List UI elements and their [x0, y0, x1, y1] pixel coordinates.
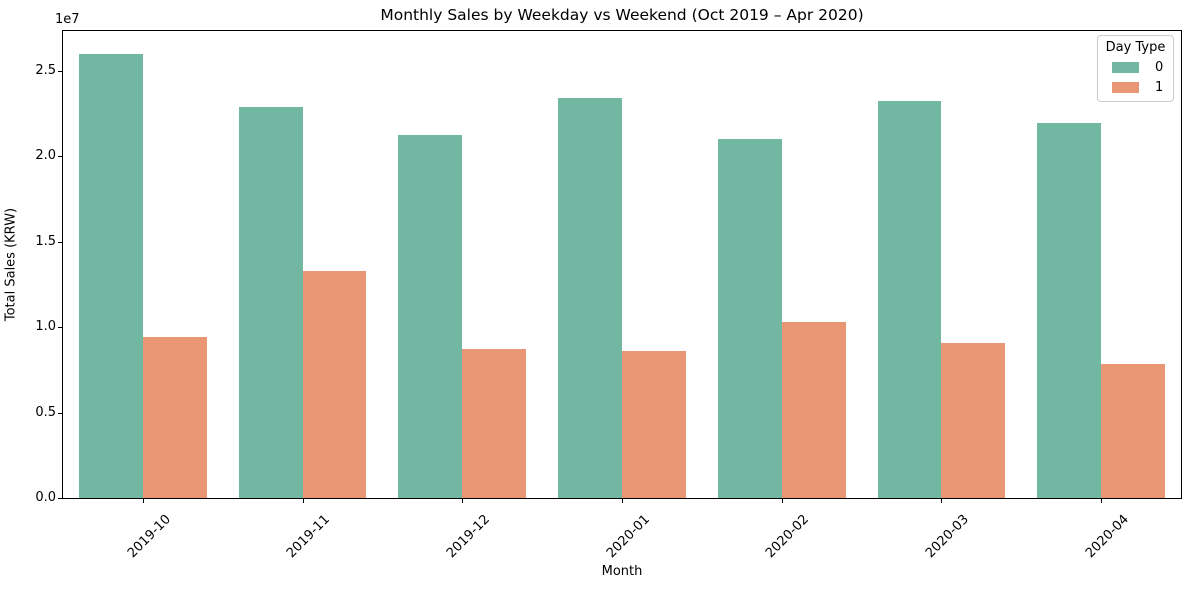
- x-tick-mark: [302, 499, 304, 503]
- legend: Day Type 0 1: [1097, 35, 1174, 102]
- y-tick-label: 1.5: [35, 233, 56, 249]
- bar-2020-03-daytype-0: [877, 101, 942, 498]
- x-tick-mark: [622, 499, 623, 503]
- chart-title: Monthly Sales by Weekday vs Weekend (Oct…: [380, 6, 864, 24]
- x-tick-label: 2020-04: [1082, 512, 1132, 562]
- bar-2020-01-daytype-0: [558, 97, 622, 498]
- y-tick-mark: [58, 327, 62, 329]
- bar-2020-04-daytype-1: [1101, 364, 1166, 498]
- x-tick-mark: [142, 499, 144, 503]
- y-tick-label: 0.5: [35, 404, 56, 420]
- x-tick-mark: [462, 499, 464, 503]
- x-tick-label: 2019-10: [124, 512, 174, 562]
- legend-swatch-daytype-0: [1112, 62, 1139, 73]
- bar-2020-04-daytype-0: [1037, 122, 1102, 498]
- y-tick-mark: [58, 70, 62, 72]
- y-tick-label: 0.0: [35, 490, 56, 505]
- bar-2019-12-daytype-1: [462, 349, 527, 498]
- bar-2020-02-daytype-1: [781, 322, 846, 498]
- bar-2019-12-daytype-0: [398, 135, 463, 498]
- legend-title: Day Type: [1105, 40, 1166, 55]
- bar-2019-11-daytype-0: [238, 107, 303, 498]
- y-tick-mark: [58, 156, 62, 158]
- x-tick-mark: [1101, 499, 1103, 503]
- y-tick-label: 1.0: [35, 319, 56, 335]
- x-tick-mark: [941, 499, 943, 503]
- bar-2020-01-daytype-1: [622, 351, 686, 498]
- y-tick-label: 2.0: [35, 148, 56, 164]
- legend-swatch-daytype-1: [1112, 82, 1139, 93]
- legend-entry: 1: [1105, 80, 1166, 95]
- x-tick-label: 2020-02: [763, 512, 813, 562]
- plot-area: [62, 30, 1182, 499]
- bar-2020-03-daytype-1: [941, 342, 1006, 498]
- x-tick-label: 2019-12: [443, 512, 493, 562]
- x-tick-label: 2020-03: [923, 512, 973, 562]
- bar-2019-11-daytype-1: [302, 271, 367, 498]
- x-tick-mark: [781, 499, 783, 503]
- x-tick-label: 2020-01: [603, 512, 653, 562]
- bar-2020-02-daytype-0: [717, 139, 782, 498]
- legend-label: 1: [1155, 80, 1164, 95]
- bar-2019-10-daytype-0: [78, 53, 143, 498]
- y-tick-mark: [58, 241, 62, 243]
- y-axis-scale-offset: 1e7: [55, 12, 80, 27]
- y-tick-label: 2.5: [35, 62, 56, 78]
- legend-entry: 0: [1105, 60, 1166, 75]
- legend-label: 0: [1155, 60, 1164, 75]
- x-axis-label: Month: [601, 564, 643, 579]
- x-tick-label: 2019-11: [284, 512, 334, 562]
- y-axis-label: Total Sales (KRW): [3, 207, 19, 322]
- y-tick-mark: [58, 498, 62, 499]
- y-tick-mark: [58, 412, 62, 414]
- bar-2019-10-daytype-1: [142, 336, 207, 498]
